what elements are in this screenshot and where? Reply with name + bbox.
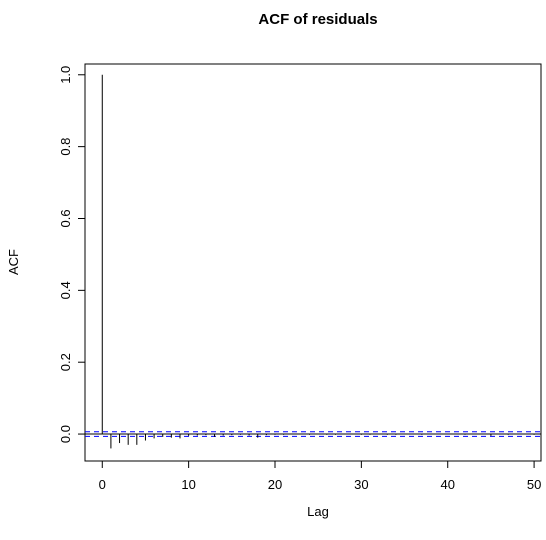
y-tick-label: 0.8 [58,138,73,156]
y-tick-label: 0.4 [58,281,73,299]
chart-title: ACF of residuals [258,11,377,28]
x-tick-label: 10 [181,477,195,492]
x-tick-label: 40 [440,477,454,492]
y-tick-label: 0.0 [58,425,73,443]
y-axis: 0.0 0.2 0.4 0.6 0.8 1.0 [58,66,85,443]
x-tick-label: 20 [268,477,282,492]
x-axis-label: Lag [307,504,329,519]
x-tick-label: 0 [99,477,106,492]
confidence-bounds [85,431,541,437]
x-tick-label: 50 [527,477,541,492]
y-tick-label: 0.2 [58,353,73,371]
acf-bars [101,74,535,449]
y-axis-label: ACF [6,249,21,275]
y-tick-label: 0.6 [58,209,73,227]
x-axis: 0 10 20 30 40 50 [99,461,541,492]
x-tick-label: 30 [354,477,368,492]
y-tick-label: 1.0 [58,66,73,84]
plot-frame [84,63,542,462]
